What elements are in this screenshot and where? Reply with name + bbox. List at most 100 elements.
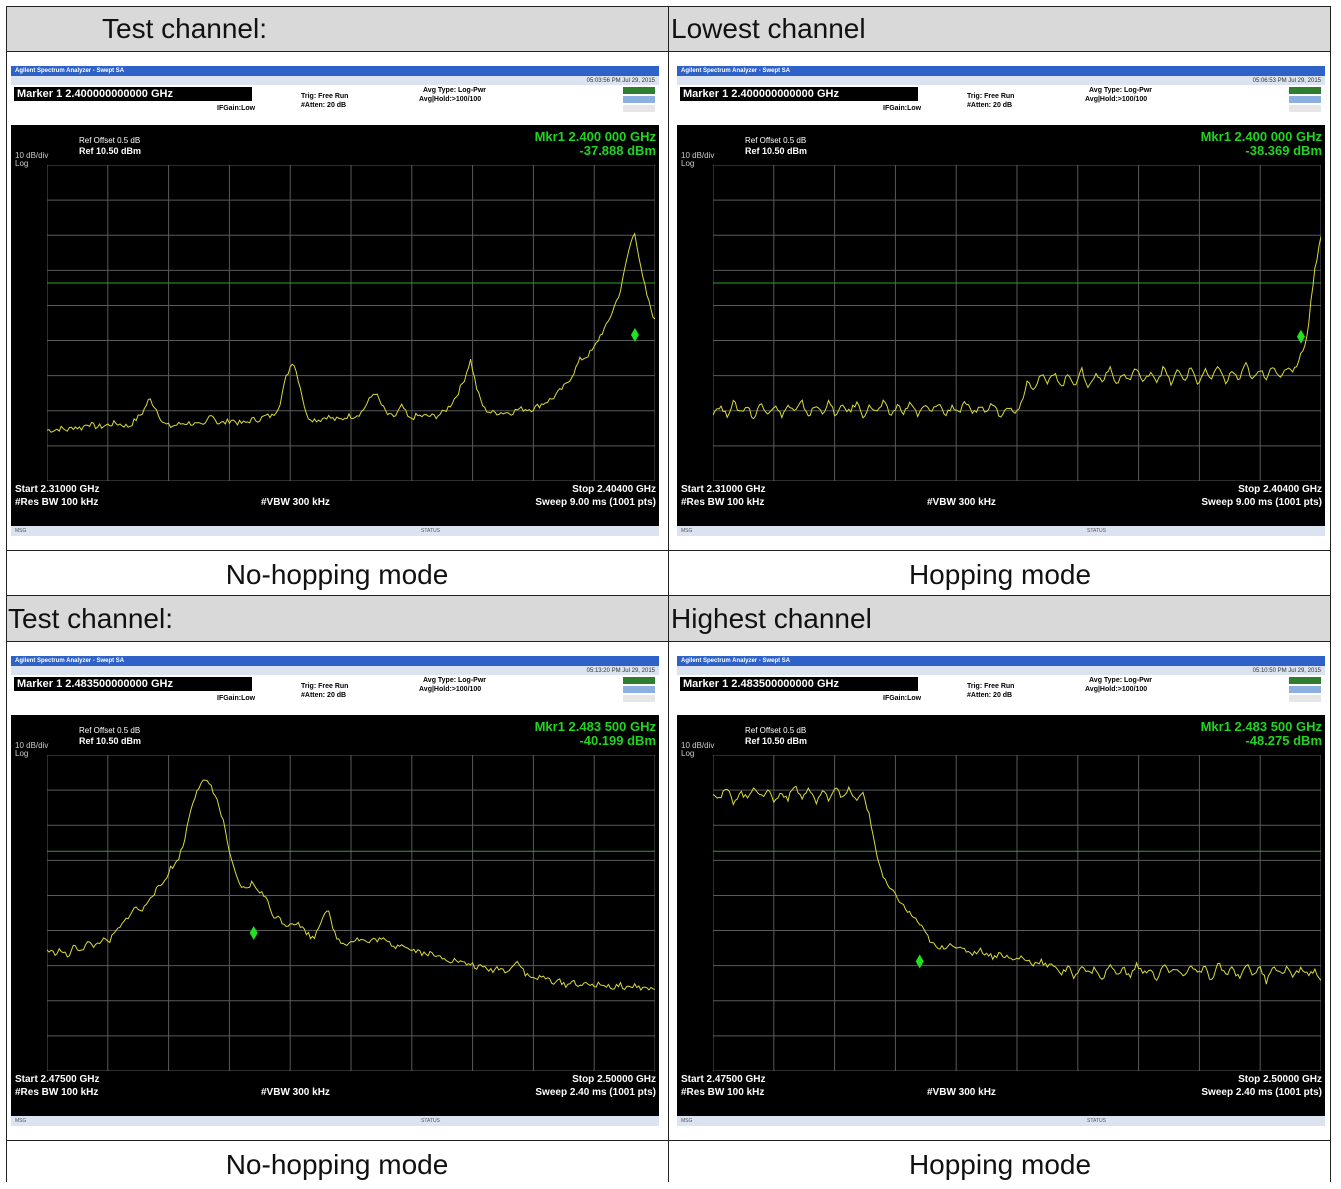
analyzer-status-bar: MSG STATUS <box>11 526 659 536</box>
msg-label: MSG <box>15 528 27 534</box>
sweep-time: Sweep 2.40 ms (1001 pts) <box>1201 1087 1322 1098</box>
analyzer-status-bar: MSG STATUS <box>677 1116 1325 1126</box>
scale-log: Log <box>15 749 29 758</box>
marker-diamond[interactable] <box>630 327 639 342</box>
video-bw: #VBW 300 kHz <box>927 1087 996 1098</box>
marker-diamond[interactable] <box>249 926 258 941</box>
analyzer-app-title: Agilent Spectrum Analyzer - Swept SA <box>681 658 791 664</box>
cell-caption: Hopping mode <box>669 1141 1331 1185</box>
pno-setting: PNO: Fast <box>217 686 251 693</box>
scale-label: 10 dB/div Log <box>681 152 714 168</box>
scale-label: 10 dB/div Log <box>15 742 48 758</box>
status-label: STATUS <box>1087 528 1106 534</box>
timestamp: 05:13:20 PM Jul 29, 2015 <box>586 668 655 674</box>
ref-level: Ref 10.50 dBm <box>745 146 808 156</box>
analyzer-menu-bar <box>677 666 1325 675</box>
status-label: STATUS <box>421 528 440 534</box>
pno-setting: PNO: Fast <box>883 96 917 103</box>
start-freq: Start 2.31000 GHz <box>15 484 100 495</box>
analyzer-menu-bar <box>677 76 1325 85</box>
video-bw: #VBW 300 kHz <box>261 497 330 508</box>
msg-label: MSG <box>681 1118 693 1124</box>
sweep-time: Sweep 2.40 ms (1001 pts) <box>535 1087 656 1098</box>
spectrum-trace <box>46 232 656 433</box>
trigger-setting: Trig: Free Run <box>301 683 349 690</box>
res-bw: #Res BW 100 kHz <box>15 1087 99 1098</box>
ref-settings: Ref Offset 0.5 dB Ref 10.50 dBm <box>79 726 141 746</box>
spectrum-plot[interactable] <box>712 754 1322 1072</box>
spectrum-svg <box>712 754 1322 1072</box>
trace-indicator <box>595 87 655 117</box>
scale-per-div: 10 dB/div <box>15 741 49 750</box>
start-freq: Start 2.47500 GHz <box>681 1074 766 1085</box>
atten-setting: #Atten: 20 dB <box>967 102 1013 109</box>
analyzer-status-bar: MSG STATUS <box>11 1116 659 1126</box>
msg-label: MSG <box>15 1118 27 1124</box>
scale-label: 10 dB/div Log <box>681 742 714 758</box>
ifgain-setting: IFGain:Low <box>883 695 922 702</box>
avg-hold: Avg|Hold:>100/100 <box>1085 96 1148 103</box>
marker-frequency: Mkr1 2.400 000 GHz <box>1200 129 1322 144</box>
ref-settings: Ref Offset 0.5 dB Ref 10.50 dBm <box>745 136 807 156</box>
analyzer-screen: Agilent Spectrum Analyzer - Swept SA Mar… <box>11 656 659 1126</box>
trace-indicator <box>595 677 655 707</box>
marker-readout[interactable]: Marker 1 2.483500000000 GHz <box>680 677 918 691</box>
analyzer-settings-panel: Marker 1 2.483500000000 GHz PNO: Fast IF… <box>677 668 1325 715</box>
spectrum-svg <box>46 164 656 482</box>
trigger-setting: Trig: Free Run <box>301 93 349 100</box>
avg-type: Avg Type: Log-Pwr <box>1089 87 1152 94</box>
sweep-time: Sweep 9.00 ms (1001 pts) <box>1201 497 1322 508</box>
spectrum-plot[interactable] <box>46 754 656 1072</box>
spectrum-plot[interactable] <box>46 164 656 482</box>
ref-offset: Ref Offset 0.5 dB <box>745 726 807 735</box>
cell-header: Lowest channel <box>669 6 1331 51</box>
marker-result: Mkr1 2.400 000 GHz -38.369 dBm <box>1201 130 1322 158</box>
sweep-time: Sweep 9.00 ms (1001 pts) <box>535 497 656 508</box>
timestamp: 05:10:50 PM Jul 29, 2015 <box>1252 668 1321 674</box>
marker-level: -37.888 dBm <box>579 143 656 158</box>
scale-per-div: 10 dB/div <box>681 151 715 160</box>
scale-log: Log <box>15 159 29 168</box>
atten-setting: #Atten: 20 dB <box>967 692 1013 699</box>
stop-freq: Stop 2.40400 GHz <box>1238 484 1322 495</box>
ifgain-setting: IFGain:Low <box>217 695 256 702</box>
scale-per-div: 10 dB/div <box>15 151 49 160</box>
ifgain-setting: IFGain:Low <box>217 105 256 112</box>
msg-label: MSG <box>681 528 693 534</box>
marker-diamond[interactable] <box>1296 329 1305 344</box>
atten-setting: #Atten: 20 dB <box>301 102 347 109</box>
status-label: STATUS <box>1087 1118 1106 1124</box>
start-freq: Start 2.47500 GHz <box>15 1074 100 1085</box>
analyzer-settings-panel: Marker 1 2.483500000000 GHz PNO: Fast IF… <box>11 668 659 715</box>
analyzer-screen: Agilent Spectrum Analyzer - Swept SA Mar… <box>677 656 1325 1126</box>
stop-freq: Stop 2.50000 GHz <box>572 1074 656 1085</box>
marker-level: -48.275 dBm <box>1245 733 1322 748</box>
marker-readout[interactable]: Marker 1 2.400000000000 GHz <box>680 87 918 101</box>
atten-setting: #Atten: 20 dB <box>301 692 347 699</box>
stop-freq: Stop 2.40400 GHz <box>572 484 656 495</box>
scale-label: 10 dB/div Log <box>15 152 48 168</box>
res-bw: #Res BW 100 kHz <box>681 497 765 508</box>
spectrum-trace <box>712 236 1322 420</box>
cell-caption: No-hopping mode <box>6 551 668 595</box>
res-bw: #Res BW 100 kHz <box>681 1087 765 1098</box>
pno-setting: PNO: Fast <box>217 96 251 103</box>
report-table: Test channel: Lowest channel Test channe… <box>6 6 1331 1185</box>
marker-result: Mkr1 2.483 500 GHz -48.275 dBm <box>1201 720 1322 748</box>
analyzer-title-bar: Agilent Spectrum Analyzer - Swept SA <box>11 656 659 666</box>
trigger-setting: Trig: Free Run <box>967 683 1015 690</box>
analyzer-title-bar: Agilent Spectrum Analyzer - Swept SA <box>677 66 1325 76</box>
marker-readout[interactable]: Marker 1 2.483500000000 GHz <box>14 677 252 691</box>
scale-log: Log <box>681 749 695 758</box>
cell-header: Test channel: <box>6 596 668 641</box>
ref-offset: Ref Offset 0.5 dB <box>745 136 807 145</box>
spectrum-plot[interactable] <box>712 164 1322 482</box>
ref-level: Ref 10.50 dBm <box>79 736 142 746</box>
marker-diamond[interactable] <box>915 954 924 969</box>
cell-caption: No-hopping mode <box>6 1141 668 1185</box>
cell-header: Highest channel <box>669 596 1331 641</box>
video-bw: #VBW 300 kHz <box>927 497 996 508</box>
marker-level: -40.199 dBm <box>579 733 656 748</box>
marker-readout[interactable]: Marker 1 2.400000000000 GHz <box>14 87 252 101</box>
analyzer-screen: Agilent Spectrum Analyzer - Swept SA Mar… <box>11 66 659 536</box>
